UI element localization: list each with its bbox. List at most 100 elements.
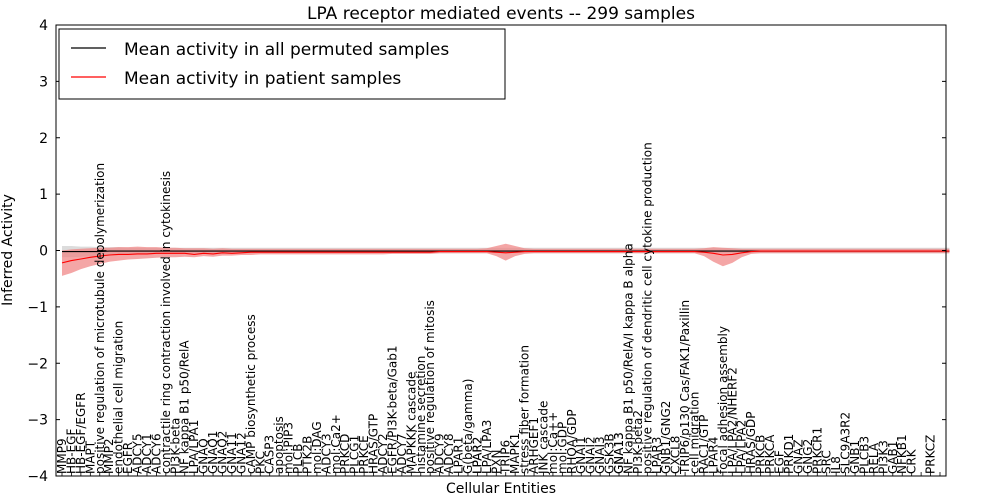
y-tick-label: −4 [27,469,48,485]
category-label: EGFR/PI3K-beta/Gab1 [385,345,399,474]
y-tick-label: 0 [39,244,48,260]
category-label: ADCY8 [442,433,456,474]
category-label: PI3K-beta2 [631,410,645,474]
category-label: stress fiber formation [518,345,532,474]
category-label: ADCY6 [149,433,163,474]
category-label: LPA/LPA3 [480,420,494,474]
category-label: LPAR1 [452,437,466,474]
category-label: NF kappa B1 p50/RelA [178,340,192,474]
category-label: IL8 [829,456,843,474]
y-tick-label: −1 [27,300,48,316]
category-label: MAPK1 [508,433,522,474]
category-label: GNAQ2 [216,431,230,474]
category-label: mol:PIP3 [282,422,296,474]
category-label: positive regulation of dendritic cell cy… [640,142,654,474]
category-label: PRKCB [754,435,768,474]
category-label: PI3K-beta [168,418,182,474]
category-label: endothelial cell migration [112,321,126,474]
category-label: ADCY5 [131,433,145,474]
category-label: GAB1 [886,441,900,474]
category-label: HRAS/GDP [744,411,758,474]
category-label: GNB1/GNG2 [659,401,673,474]
category-label: NFKB1 [895,434,909,474]
category-label: CXCL8 [669,436,683,474]
category-label: cAMP biosynthetic process [244,314,258,474]
category-label: LPA/LPA1 [187,420,201,474]
legend-label-permuted: Mean activity in all permuted samples [124,40,449,60]
y-tick-label: 3 [39,74,48,90]
category-label: HRAS/GTP [367,414,381,474]
category-label: TRIP6/p130 Cas/FAK1/Paxillin [678,300,692,475]
category-label: LPAR2 [470,437,484,474]
legend-label-patient: Mean activity in patient samples [124,69,401,89]
category-label: CRK [905,448,919,474]
category-label: mol:DAG [310,421,324,474]
category-label: contractile ring contraction involved in… [159,171,173,474]
category-label: EGF [773,450,787,474]
category-label: GNAQ [197,438,211,474]
category-label: positive regulation of microtubule depol… [93,163,107,474]
category-label: ADCY2 [376,433,390,474]
y-tick-label: 2 [39,131,48,147]
category-label: HB-EGF/EGFR [74,392,88,474]
category-label: LPAR3 [650,437,664,474]
category-label: mol:Ca2+ [329,414,343,474]
category-label: PRKCR1 [810,427,824,474]
category-label: PLCB3 [858,436,872,474]
category-label: GNA12 [234,432,248,474]
category-label: MMP2 [102,438,116,474]
category-label: GNAI3 [593,436,607,474]
category-label: GNAI1 [574,436,588,474]
category-label: TRIP6 [499,440,513,475]
category-label: LPAR2 [470,437,484,474]
category-label: ADCY9 [433,433,447,474]
category-label: SLC9A3R2 [839,412,853,474]
y-tick-label: −2 [27,356,48,372]
category-label: CASP3 [263,435,277,474]
category-label: GNA13 [612,432,626,474]
category-label: GNAI2 [584,436,598,474]
category-label: ARHGEF1 [527,417,541,474]
category-label: MAPT [83,440,97,474]
category-label: PLCB [291,443,305,474]
y-tick-label: 4 [39,18,48,34]
category-label: cell migration [688,392,702,474]
category-label: PRKD1 [782,434,796,474]
category-label: LPAR4 [706,437,720,474]
category-label: EGFR [121,442,135,474]
category-label: GNAQ1 [206,431,220,474]
category-label: JNK cascade [537,401,551,475]
y-axis-ticks: −4 −3 −2 −1 0 1 2 3 4 [27,18,946,485]
category-label: PKC [253,451,267,474]
category-label: G(beta/gamma) [461,379,475,474]
category-label: PLCG1 [348,435,362,474]
category-label: LPA/LPA2 [735,420,749,474]
category-label: GSK3B [603,433,617,474]
category-label: RAC1/GTP [697,415,711,474]
y-axis-label: Inferred Activity [0,194,16,306]
category-label: GNAZ [791,439,805,474]
x-axis-ticks [61,472,941,476]
category-label: GNA11 [225,432,239,474]
legend-frame [58,28,506,100]
category-label: SRC [820,450,834,474]
category-label: MAPKKK cascade [404,372,418,474]
category-label: PXN [489,450,503,474]
category-label: GNB1 [848,440,862,474]
category-label: HB-EGF [64,429,78,474]
category-label: mol:GDP [555,422,569,474]
y-tick-label: −3 [27,413,48,429]
category-label: PRKCZ [924,435,938,474]
category-label: focal adhesion assembly [716,326,730,474]
category-label: PI3K3 [876,440,890,474]
category-label: histamine secretion [414,356,428,474]
y-tick-label: 1 [39,187,48,203]
category-label: ADCY3 [319,433,333,474]
category-label: mol:Ca++ [546,412,560,474]
category-label: ADCY1 [140,433,154,474]
category-label: ADCY7 [395,433,409,474]
category-label: apoptosis [272,416,286,474]
legend: Mean activity in all permuted samples Me… [58,28,506,100]
